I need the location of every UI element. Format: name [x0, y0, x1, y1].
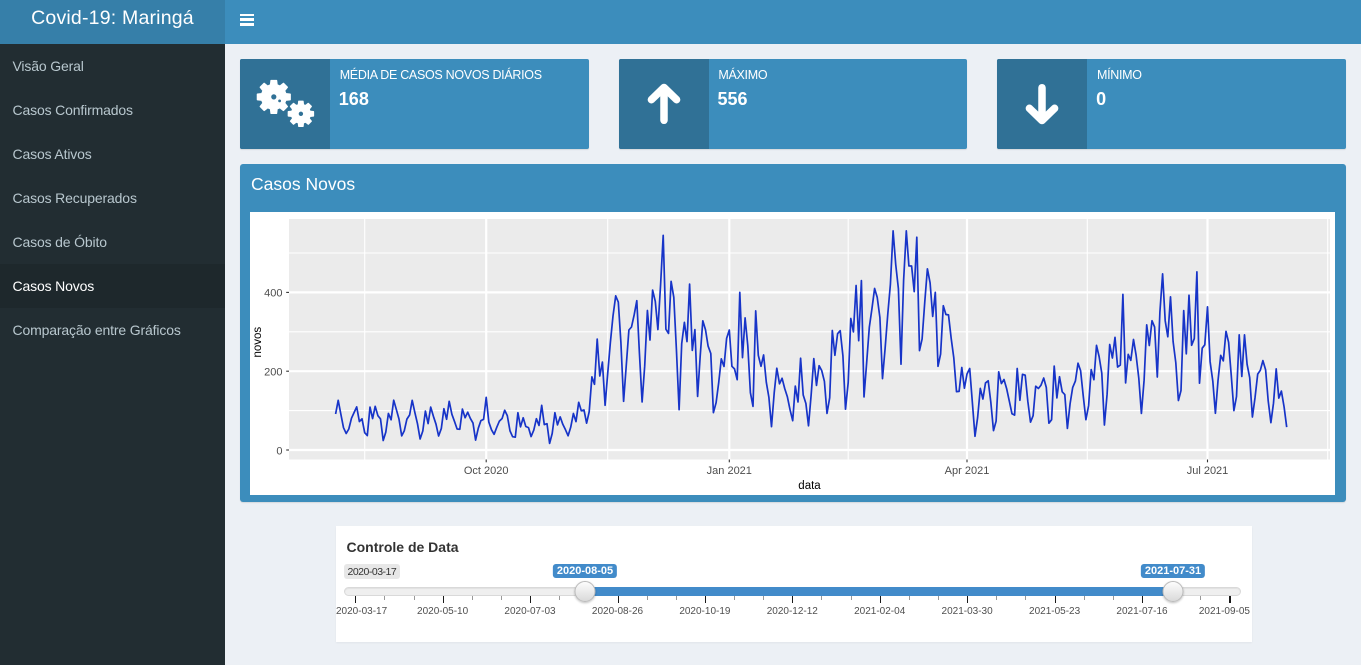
svg-text:data: data: [798, 480, 821, 492]
svg-text:Jul 2021: Jul 2021: [1187, 465, 1229, 477]
svg-text:novos: novos: [252, 327, 264, 358]
svg-text:Apr 2021: Apr 2021: [945, 465, 990, 477]
svg-text:200: 200: [264, 367, 282, 379]
svg-text:Oct 2020: Oct 2020: [464, 465, 509, 477]
svg-text:Jan 2021: Jan 2021: [707, 465, 752, 477]
svg-text:400: 400: [264, 288, 282, 300]
svg-text:0: 0: [276, 445, 282, 457]
